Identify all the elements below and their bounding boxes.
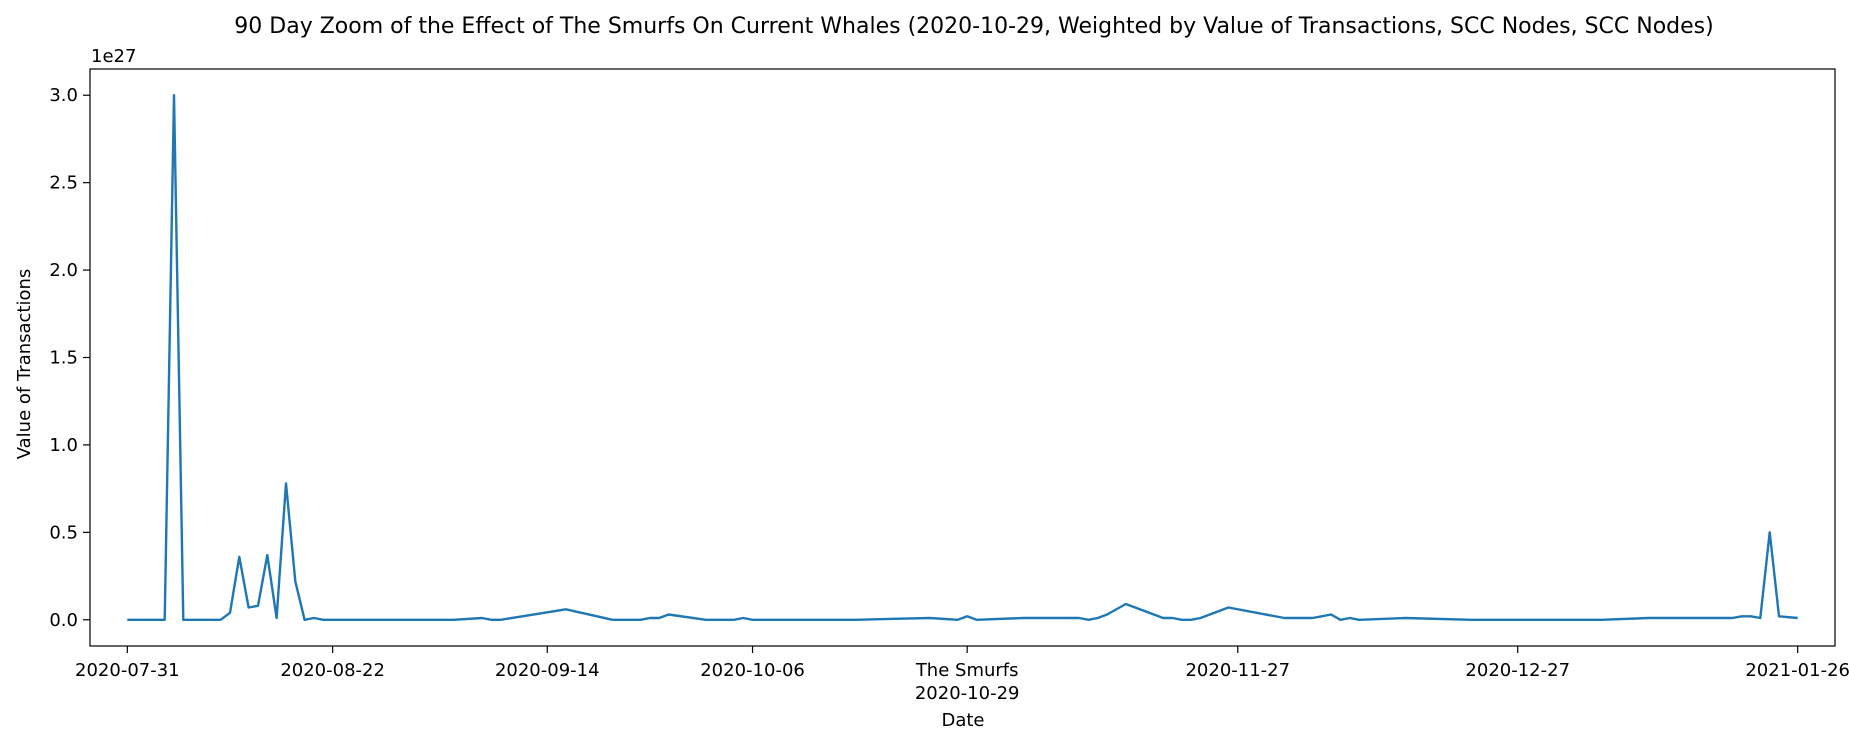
x-axis-label: Date xyxy=(941,710,984,731)
series-line xyxy=(127,93,1798,621)
chart-title: 90 Day Zoom of the Effect of The Smurfs … xyxy=(234,14,1713,39)
x-tick-label: 2020-10-06 xyxy=(700,660,805,681)
x-axis-ticks: 2020-07-31 2020-08-22 2020-09-14 2020-10-06… xyxy=(75,646,1849,704)
x-tick-label: 2020-08-22 xyxy=(280,660,385,681)
y-tick-label: 2.5 xyxy=(49,173,78,194)
plot-frame xyxy=(89,68,1836,647)
x-tick-label: 2020-11-27 xyxy=(1185,660,1290,681)
x-tick-label: The Smurfs xyxy=(915,660,1019,681)
y-tick-label: 1.0 xyxy=(49,435,78,456)
y-tick-label: 2.0 xyxy=(49,260,78,281)
y-tick-label: 0.5 xyxy=(49,522,78,543)
y-tick-label: 0.0 xyxy=(49,610,78,631)
y-tick-label: 1.5 xyxy=(49,348,78,369)
y-offset-label: 1e27 xyxy=(91,46,136,67)
x-tick-label: 2020-07-31 xyxy=(75,660,180,681)
y-axis-label: Value of Transactions xyxy=(14,269,35,460)
x-tick-label: 2020-09-14 xyxy=(495,660,600,681)
x-tick-label: 2021-01-26 xyxy=(1745,660,1849,681)
x-tick-label: 2020-12-27 xyxy=(1465,660,1570,681)
y-tick-label: 3.0 xyxy=(49,85,78,106)
x-tick-sublabel: 2020-10-29 xyxy=(915,683,1020,704)
y-axis-ticks: 0.0 0.5 1.0 1.5 2.0 2.5 3.0 xyxy=(49,85,90,631)
